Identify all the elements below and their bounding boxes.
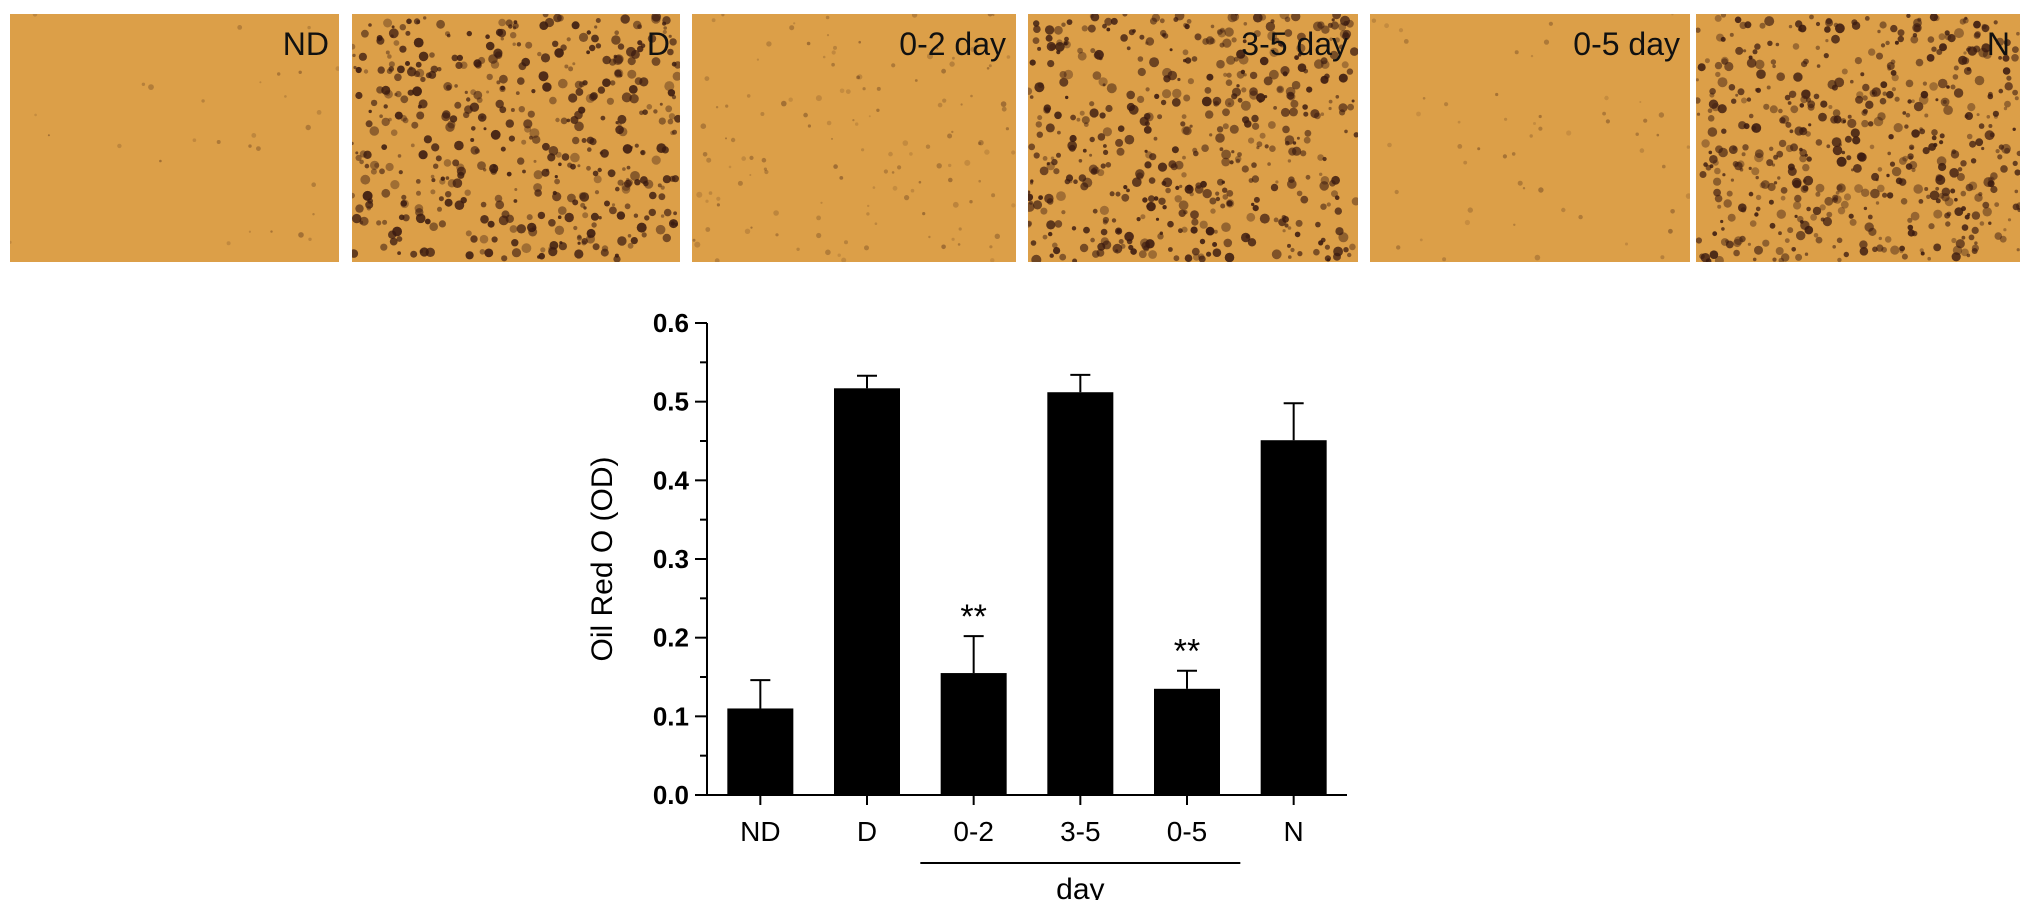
panel-label: 0-2 day bbox=[899, 26, 1006, 62]
panel-label: ND bbox=[282, 26, 329, 62]
micrograph-panel: ND bbox=[10, 14, 339, 262]
x-tick-label: N bbox=[1284, 816, 1304, 847]
x-tick-label: ND bbox=[740, 816, 780, 847]
significance-marker: ** bbox=[1174, 633, 1200, 671]
lipid-droplet-texture bbox=[1696, 14, 2020, 262]
bar bbox=[834, 388, 900, 795]
panel-label: D bbox=[646, 26, 670, 62]
significance-marker: ** bbox=[960, 598, 986, 636]
x-tick-label: 0-5 bbox=[1167, 816, 1207, 847]
micrograph-panel: N bbox=[1696, 14, 2020, 262]
bar bbox=[727, 708, 794, 795]
y-tick-label: 0.3 bbox=[653, 544, 689, 574]
lipid-droplet-texture bbox=[10, 14, 339, 246]
bars: ** ** bbox=[727, 373, 1327, 795]
panel-label: 0-5 day bbox=[1573, 26, 1680, 62]
x-axis: ND D 0-2 3-5 0-5 N bbox=[707, 794, 1347, 847]
bar-chart: 0.00.10.20.30.40.50.6 **** ND D 0-2 3-5 0-5 N… bbox=[586, 308, 1347, 900]
x-tick-label: 0-2 bbox=[953, 816, 993, 847]
y-tick-label: 0.5 bbox=[653, 387, 689, 417]
y-tick-label: 0.6 bbox=[653, 308, 689, 338]
bar bbox=[1154, 688, 1220, 795]
y-tick-label: 0.2 bbox=[653, 623, 689, 653]
panel-label: N bbox=[1986, 26, 2010, 62]
lipid-droplet-texture bbox=[352, 14, 680, 262]
bar bbox=[940, 673, 1007, 795]
x-axis-label: day bbox=[1056, 873, 1104, 900]
panel-label: 3-5 day bbox=[1241, 26, 1348, 62]
lipid-droplet-texture bbox=[1028, 14, 1358, 262]
y-tick-label: 0.0 bbox=[653, 780, 689, 810]
micrograph-panel: 3-5 day bbox=[1028, 14, 1358, 262]
micrograph-panel: D bbox=[352, 14, 680, 262]
micrograph-panel: 0-2 day bbox=[692, 14, 1016, 262]
micrograph-panel-row: ND D 0-2 day 3-5 day 0-5 day N bbox=[0, 0, 2031, 265]
micrograph-panel: 0-5 day bbox=[1370, 14, 1690, 262]
y-tick-label: 0.4 bbox=[653, 465, 690, 495]
y-tick-label: 0.1 bbox=[653, 701, 689, 731]
bar bbox=[1047, 392, 1114, 795]
x-tick-label: D bbox=[857, 816, 877, 847]
lipid-droplet-texture bbox=[1371, 14, 1690, 262]
lipid-droplet-texture bbox=[692, 14, 1016, 262]
y-axis: 0.0 0.1 0.2 0.3 0.4 0.5 0.6 bbox=[653, 308, 708, 810]
bar bbox=[1260, 440, 1327, 795]
x-tick-label: 3-5 bbox=[1060, 816, 1100, 847]
y-axis-label: Oil Red O (OD) bbox=[586, 456, 619, 661]
